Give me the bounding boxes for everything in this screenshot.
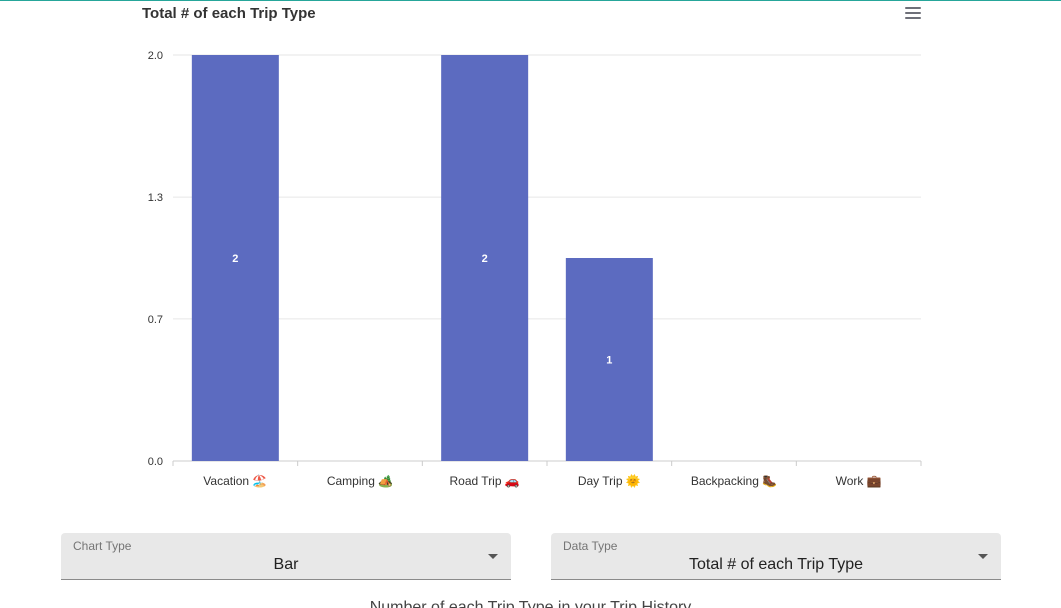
x-tick-label: Road Trip 🚗 xyxy=(450,474,520,488)
bar-chart: 0.0 0.7 1.3 2.0 2 Vacation 🏖️ Camping 🏕️ 2 Road … xyxy=(148,50,922,488)
x-tick-label: Backpacking 🥾 xyxy=(691,474,777,488)
hamburger-menu-icon[interactable] xyxy=(905,7,922,19)
data-label: 1 xyxy=(606,355,612,367)
x-tick-label: Camping 🏕️ xyxy=(327,474,393,488)
caret-down-icon xyxy=(488,554,498,559)
data-type-select[interactable]: Data Type Total # of each Trip Type xyxy=(551,533,1001,580)
x-tick-label: Work 💼 xyxy=(836,474,882,488)
data-label: 2 xyxy=(482,253,488,265)
bar xyxy=(441,55,529,461)
data-type-label: Data Type xyxy=(563,539,618,553)
data-label: 2 xyxy=(232,253,238,265)
y-tick-label: 1.3 xyxy=(148,192,163,204)
y-tick-label: 0.0 xyxy=(148,456,163,468)
footer-text: Number of each Trip Type in your Trip Hi… xyxy=(0,600,1061,608)
y-tick-label: 0.7 xyxy=(148,314,163,326)
caret-down-icon xyxy=(978,554,988,559)
chart-type-select[interactable]: Chart Type Bar xyxy=(61,533,511,580)
bar xyxy=(191,55,279,461)
bar xyxy=(565,258,653,461)
data-type-value: Total # of each Trip Type xyxy=(688,556,864,573)
top-accent-line xyxy=(0,0,1061,1)
y-tick-label: 2.0 xyxy=(148,50,163,62)
chart-type-value: Bar xyxy=(273,556,299,573)
chart-title: Total # of each Trip Type xyxy=(142,5,316,22)
x-tick-label: Day Trip 🌞 xyxy=(578,473,641,488)
x-tick-label: Vacation 🏖️ xyxy=(203,474,267,488)
chart-type-label: Chart Type xyxy=(73,539,132,553)
